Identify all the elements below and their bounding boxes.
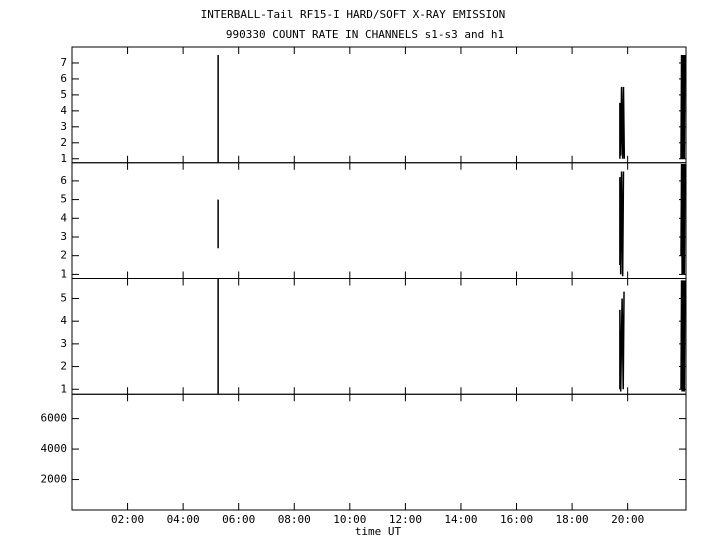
panel-frame	[71, 393, 687, 511]
x-tick-label: 12:00	[389, 513, 422, 526]
y-tick-label: 2000	[41, 473, 68, 486]
x-tick-label: 14:00	[444, 513, 477, 526]
x-tick-label: 18:00	[556, 513, 589, 526]
y-tick-label: 1	[60, 152, 67, 165]
panel-frame	[71, 278, 687, 395]
data-line	[217, 54, 686, 163]
y-tick-label: 2	[60, 360, 67, 373]
x-tick-label: 06:00	[222, 513, 255, 526]
y-tick-label: 3	[60, 337, 67, 350]
data-line	[217, 164, 686, 277]
chart-subtitle: 990330 COUNT RATE IN CHANNELS s1-s3 and …	[226, 28, 504, 41]
y-tick-label: 4	[60, 104, 67, 117]
y-tick-label: 7	[60, 56, 67, 69]
y-tick-label: 4	[60, 314, 67, 327]
panel-frame	[71, 46, 687, 164]
x-tick-label: 16:00	[500, 513, 533, 526]
y-tick-label: 3	[60, 120, 67, 133]
panel-frame	[71, 162, 687, 279]
y-tick-label: 4	[60, 211, 67, 224]
y-tick-label: 5	[60, 291, 67, 304]
x-tick-label: 08:00	[278, 513, 311, 526]
y-tick-label: 6000	[41, 412, 68, 425]
y-tick-label: 4000	[41, 442, 68, 455]
x-tick-label: 10:00	[333, 513, 366, 526]
x-tick-label: 02:00	[111, 513, 144, 526]
data-line	[217, 278, 686, 394]
x-tick-label: 04:00	[167, 513, 200, 526]
chart-title: INTERBALL-Tail RF15-I HARD/SOFT X-RAY EM…	[201, 8, 506, 21]
y-tick-label: 5	[60, 193, 67, 206]
y-tick-label: 1	[60, 267, 67, 280]
y-tick-label: 2	[60, 136, 67, 149]
y-tick-label: 2	[60, 249, 67, 262]
y-tick-label: 1	[60, 382, 67, 395]
y-tick-label: 6	[60, 72, 67, 85]
x-tick-label: 20:00	[611, 513, 644, 526]
y-tick-label: 5	[60, 88, 67, 101]
x-axis-label: time UT	[355, 525, 402, 538]
y-tick-label: 3	[60, 230, 67, 243]
y-tick-label: 6	[60, 174, 67, 187]
